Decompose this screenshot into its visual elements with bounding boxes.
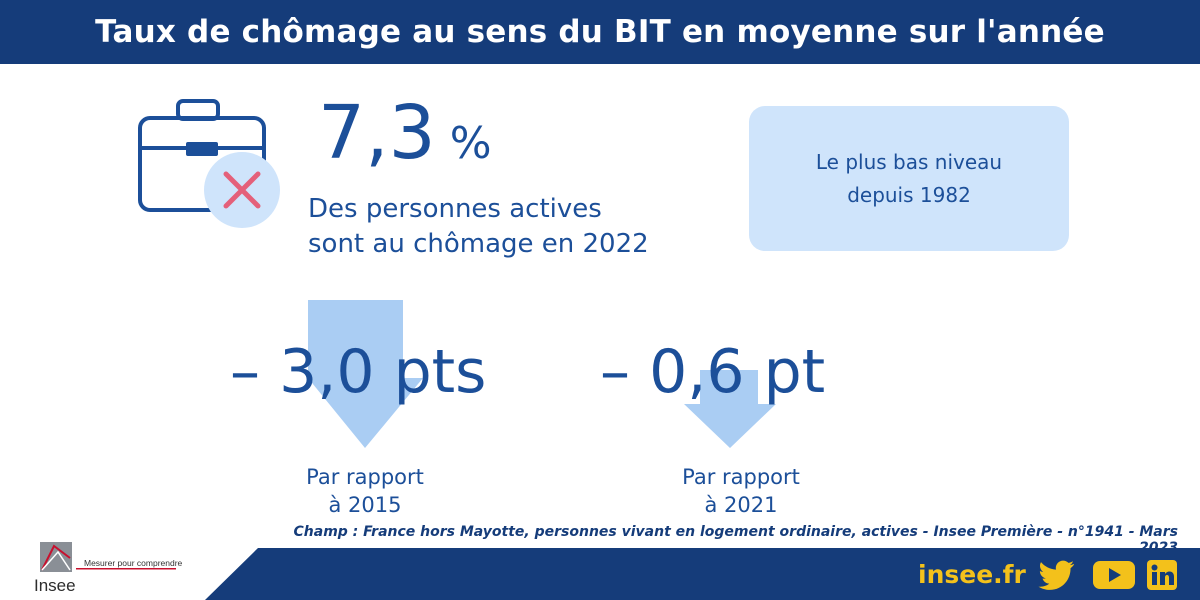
svg-text:Insee: Insee: [34, 576, 76, 595]
down-arrow-2021-icon: [684, 370, 776, 448]
note-line1: Le plus bas niveau: [815, 149, 1003, 174]
website-link[interactable]: insee.fr: [918, 560, 1026, 589]
comparison-2015-line1: Par rapport: [306, 465, 424, 489]
linkedin-icon[interactable]: [1146, 560, 1178, 590]
footer-band: [205, 548, 1200, 600]
twitter-icon[interactable]: [1038, 560, 1076, 590]
comparison-2021-line1: Par rapport: [682, 465, 800, 489]
down-arrow-2015-icon: [308, 300, 423, 448]
unemployment-briefcase-icon: [138, 99, 280, 228]
svg-text:Mesurer pour comprendre: Mesurer pour comprendre: [84, 558, 182, 568]
change-value-2021: – 0,6 pt: [600, 337, 826, 407]
rate-value: 7,3: [318, 90, 436, 176]
comparison-label-2015: Par rapport à 2015: [280, 463, 450, 519]
note-line2: depuis 1982: [847, 182, 971, 207]
lowest-level-note: Le plus bas niveau depuis 1982: [749, 106, 1069, 251]
youtube-icon[interactable]: [1092, 560, 1136, 590]
unemployment-rate: 7,3%: [318, 96, 492, 170]
comparison-2015-line2: à 2015: [328, 493, 402, 517]
rate-description: Des personnes actives sont au chômage en…: [308, 192, 649, 262]
page-title: Taux de chômage au sens du BIT en moyenn…: [95, 14, 1105, 50]
rate-description-line2: sont au chômage en 2022: [308, 229, 649, 259]
change-value-2015: – 3,0 pts: [230, 337, 487, 407]
rate-description-line1: Des personnes actives: [308, 194, 602, 224]
comparison-2021-line2: à 2021: [704, 493, 778, 517]
insee-logo[interactable]: Mesurer pour comprendre Insee: [32, 538, 182, 598]
comparison-label-2021: Par rapport à 2021: [656, 463, 826, 519]
rate-unit: %: [449, 118, 492, 169]
header-banner: Taux de chômage au sens du BIT en moyenn…: [0, 0, 1200, 64]
